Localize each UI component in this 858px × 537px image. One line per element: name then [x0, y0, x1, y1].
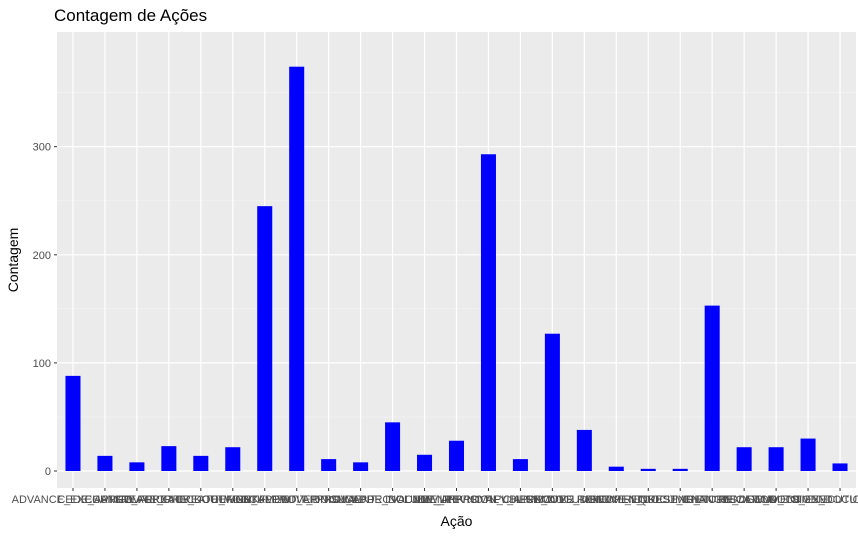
- x-tick-label: DEFINE_APPROVER: [211, 494, 319, 506]
- bar: [257, 206, 273, 471]
- x-tick-label: REVIEW_DOCUMENT: [720, 494, 833, 506]
- x-axis-label: Ação: [441, 513, 473, 529]
- bar: [544, 333, 560, 471]
- x-tick-label: RESEND_NOTIFICATION: [648, 494, 777, 506]
- x-tick-label: RETURN_DOCUMENT: [686, 494, 802, 506]
- x-tick-label: FINISH_APPROVAL: [310, 494, 411, 506]
- x-tick-label: NEW_REVISION_CHECKOUT: [412, 494, 564, 506]
- x-tick-label: REMOVE_DOCUMENT: [526, 494, 644, 506]
- bar: [800, 438, 816, 471]
- chart-title: Contagem de Ações: [54, 6, 207, 25]
- x-tick-label: INCLUDE_DOCUMENT: [334, 494, 452, 506]
- bar: [129, 462, 145, 471]
- x-tick-label: CEDE_APPROVAL: [57, 494, 152, 506]
- bar: [193, 455, 209, 471]
- bar: [225, 447, 241, 471]
- bar: [161, 446, 177, 471]
- x-tick-label: SIGN_DOCUMENT: [792, 494, 858, 506]
- x-axis: ADVANCE_EXECUTIONCEDE_APPROVALCHANGE_PRI…: [12, 488, 858, 506]
- bar: [576, 429, 592, 471]
- bar: [512, 459, 528, 471]
- bar: [353, 462, 369, 471]
- y-tick-label: 100: [33, 358, 51, 370]
- bar: [448, 440, 465, 471]
- x-tick-label: CREATE_CHECKOUT: [113, 494, 225, 506]
- bar: [672, 468, 688, 471]
- bar: [736, 447, 752, 471]
- y-tick-label: 200: [33, 250, 51, 262]
- x-tick-label: ADVANCE_EXECUTION: [12, 494, 135, 506]
- bars: [65, 66, 848, 471]
- y-tick-label: 0: [45, 466, 51, 478]
- x-tick-label: CREATE_WORKFLOW: [175, 494, 292, 506]
- x-tick-label: INIT_APPROVAL: [414, 494, 499, 506]
- x-tick-label: CREATE_DOCUMENT: [144, 494, 258, 506]
- x-tick-label: INCLUDE_LINK: [385, 494, 465, 506]
- bar: [417, 454, 433, 471]
- bar: [321, 459, 337, 471]
- bar: [289, 66, 305, 471]
- x-tick-label: REOPEN_DOCUMENT: [590, 494, 706, 506]
- x-tick-label: EDIT_DOCUMENT: [281, 494, 376, 506]
- x-tick-label: NOTIFY_APPROVER: [467, 494, 575, 506]
- bar: [385, 422, 401, 471]
- bar: [608, 466, 624, 471]
- y-axis: 0 100 200 300: [33, 142, 57, 478]
- bar: [768, 447, 784, 471]
- x-tick-label: DOCUMENT_APPROVAL: [233, 494, 361, 506]
- x-tick-label: SEND_TO_EXECUTION: [747, 494, 858, 506]
- x-tick-label: PUBLISH_DOCUMENT: [494, 494, 611, 506]
- y-axis-label: Contagem: [5, 228, 21, 293]
- bar: [97, 455, 113, 471]
- y-tick-label: 300: [33, 142, 51, 154]
- bar: [640, 468, 656, 471]
- x-tick-label: REMOVE_LINK: [577, 494, 656, 506]
- bar: [704, 305, 720, 471]
- bar: [65, 375, 81, 471]
- bar: [480, 154, 496, 471]
- bar: [832, 463, 848, 471]
- x-tick-label: REQUEST_CHANGES: [623, 494, 737, 506]
- x-tick-label: CHANGE_PRIORITY: [84, 494, 190, 506]
